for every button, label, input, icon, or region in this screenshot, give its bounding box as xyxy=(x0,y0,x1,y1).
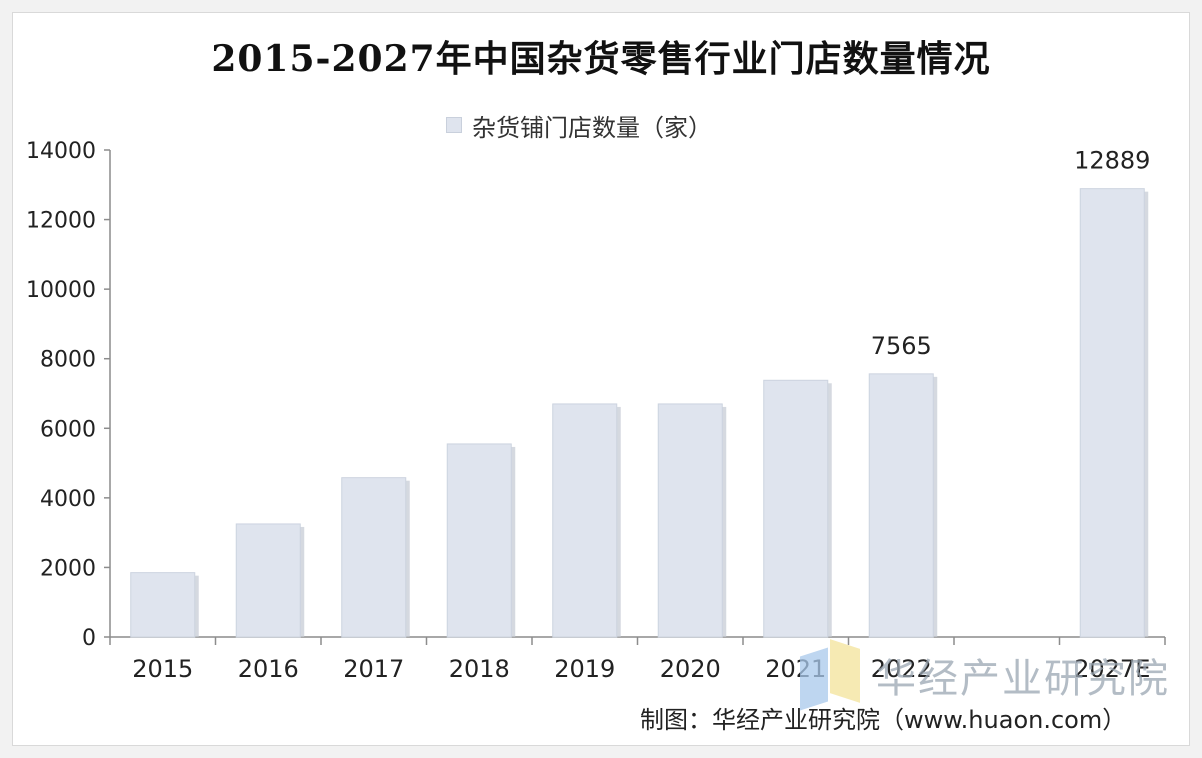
y-tick-label: 2000 xyxy=(40,556,96,581)
x-tick-label: 2015 xyxy=(132,655,193,683)
bar xyxy=(657,403,723,638)
x-tick-label: 2019 xyxy=(554,655,615,683)
y-tick-label: 4000 xyxy=(40,487,96,512)
y-tick-label: 12000 xyxy=(26,209,96,234)
bar xyxy=(763,379,829,638)
y-tick-label: 8000 xyxy=(40,348,96,373)
watermark: 华经产业研究院 xyxy=(800,639,1170,711)
chart-title: 2015-2027年中国杂货零售行业门店数量情况 xyxy=(211,38,991,80)
chart-legend: 杂货铺门店数量（家） xyxy=(446,110,712,142)
watermark-text: 华经产业研究院 xyxy=(876,656,1170,702)
bar xyxy=(868,373,934,638)
data-label: 7565 xyxy=(871,332,932,360)
bar xyxy=(235,523,301,638)
bar xyxy=(130,572,196,638)
x-tick-label: 2016 xyxy=(238,655,299,683)
legend-label: 杂货铺门店数量（家） xyxy=(472,113,712,142)
y-tick-label: 14000 xyxy=(26,139,96,164)
x-tick-label: 2027E xyxy=(1074,655,1150,683)
y-tick-label: 10000 xyxy=(26,278,96,303)
x-tick-label: 2018 xyxy=(449,655,510,683)
data-label: 12889 xyxy=(1074,147,1150,175)
x-tick-label: 2020 xyxy=(660,655,721,683)
y-tick-label: 0 xyxy=(82,626,96,651)
x-tick-label: 2017 xyxy=(343,655,404,683)
y-tick-label: 6000 xyxy=(40,417,96,442)
watermark-logo-icon xyxy=(800,639,862,711)
bar xyxy=(446,443,512,638)
bar xyxy=(1079,188,1145,638)
bar xyxy=(341,477,407,638)
x-tick-label: 2022 xyxy=(871,655,932,683)
source-credit: 制图：华经产业研究院（www.huaon.com） xyxy=(640,706,1127,734)
bar xyxy=(552,403,618,638)
legend-swatch xyxy=(446,117,462,133)
